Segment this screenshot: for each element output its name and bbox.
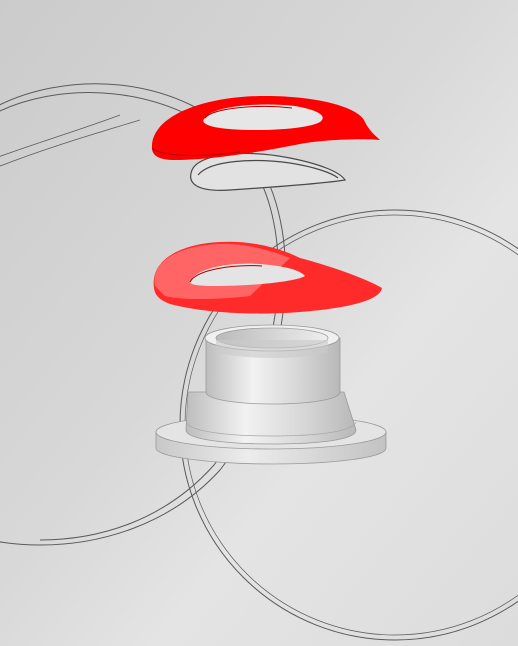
cup-part[interactable]	[155, 324, 387, 465]
upper-wire-ring[interactable]	[190, 152, 346, 191]
lower-red-ring[interactable]	[153, 241, 382, 314]
upper-red-ring[interactable]	[151, 96, 380, 160]
